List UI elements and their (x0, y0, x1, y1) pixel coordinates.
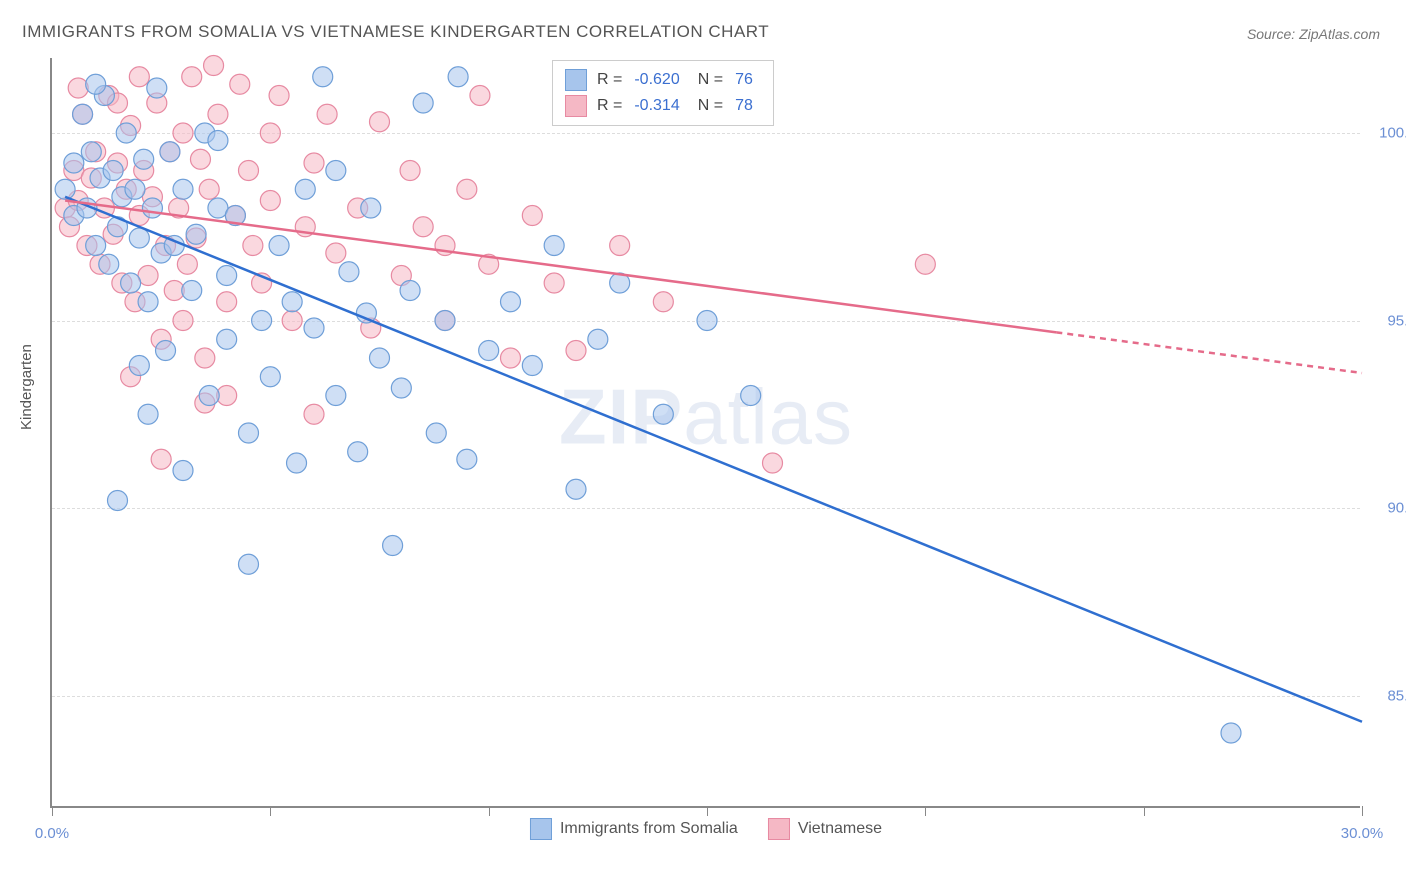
y-tick-label: 100.0% (1370, 125, 1406, 142)
scatter-overlay (52, 58, 1360, 806)
legend-series: Immigrants from Somalia Vietnamese (530, 818, 882, 840)
n-value-vietnamese: 78 (735, 97, 753, 115)
swatch-vietnamese (565, 95, 587, 117)
n-value-somalia: 76 (735, 71, 753, 89)
chart-title: IMMIGRANTS FROM SOMALIA VS VIETNAMESE KI… (22, 22, 769, 42)
swatch-somalia (565, 69, 587, 91)
legend-stats: R = -0.620 N = 76 R = -0.314 N = 78 (552, 60, 774, 126)
source-label: Source: ZipAtlas.com (1247, 26, 1380, 42)
r-value-vietnamese: -0.314 (634, 97, 679, 115)
y-axis-label: Kindergarten (18, 344, 35, 430)
legend-row-somalia: R = -0.620 N = 76 (565, 67, 761, 93)
correlation-chart: IMMIGRANTS FROM SOMALIA VS VIETNAMESE KI… (0, 0, 1406, 892)
plot-area: ZIPatlas 85.0%90.0%95.0%100.0% 0.0%30.0%… (50, 58, 1360, 808)
legend-item-vietnamese: Vietnamese (768, 818, 882, 840)
swatch-vietnamese-2 (768, 818, 790, 840)
legend-item-somalia: Immigrants from Somalia (530, 818, 738, 840)
y-tick-label: 85.0% (1370, 687, 1406, 704)
legend-row-vietnamese: R = -0.314 N = 78 (565, 93, 761, 119)
y-tick-label: 90.0% (1370, 500, 1406, 517)
r-value-somalia: -0.620 (634, 71, 679, 89)
y-tick-label: 95.0% (1370, 312, 1406, 329)
x-tick-label: 0.0% (35, 825, 69, 842)
swatch-somalia-2 (530, 818, 552, 840)
x-tick-label: 30.0% (1341, 825, 1384, 842)
